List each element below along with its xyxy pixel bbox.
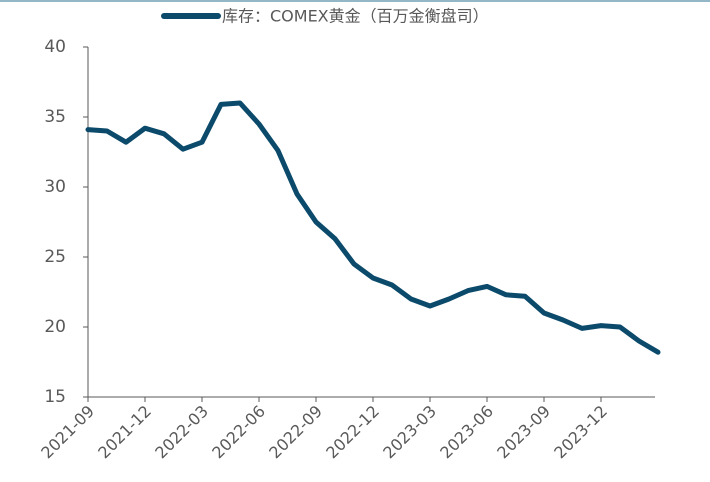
legend-label: 库存：COMEX黄金（百万金衡盘司） (222, 7, 489, 26)
y-tick-label: 25 (44, 247, 66, 267)
y-tick-label: 40 (44, 37, 66, 57)
series-line (85, 100, 661, 355)
y-tick-label: 35 (44, 107, 66, 127)
y-tick-label: 15 (44, 387, 66, 407)
y-tick-label: 30 (44, 177, 66, 197)
y-tick-label: 20 (44, 317, 66, 337)
